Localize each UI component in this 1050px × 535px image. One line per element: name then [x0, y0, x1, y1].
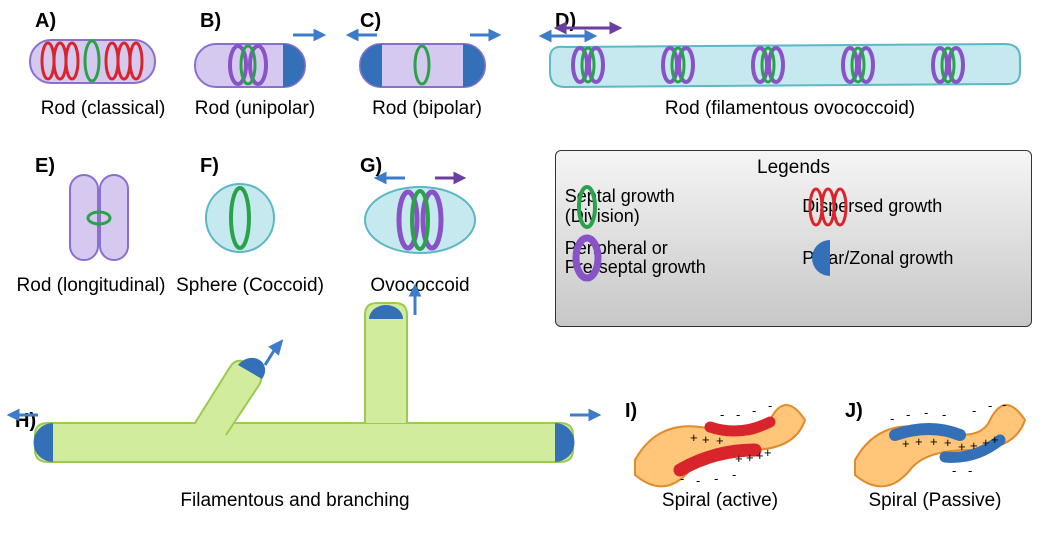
caption-a: Rod (classical) — [28, 98, 178, 120]
svg-text:-: - — [906, 407, 910, 422]
panel-g-ovococcoid — [350, 170, 490, 265]
svg-text:+: + — [735, 451, 743, 466]
svg-text:-: - — [968, 463, 972, 478]
legend-box: Legends Septal growth(Division) Disperse… — [555, 150, 1032, 327]
svg-text:-: - — [890, 411, 894, 426]
svg-text:-: - — [768, 398, 772, 413]
legend-icon-peripheral — [565, 234, 610, 282]
caption-i: Spiral (active) — [640, 490, 800, 512]
svg-text:+: + — [991, 432, 999, 447]
svg-text:+: + — [944, 435, 952, 450]
svg-text:+: + — [690, 430, 698, 445]
svg-text:-: - — [696, 473, 700, 488]
figure: { "colors":{ "lavFill":"#d6c9ef","lavStr… — [0, 0, 1050, 535]
legend-icon-polar — [802, 234, 847, 282]
svg-text:+: + — [764, 445, 772, 460]
caption-h: Filamentous and branching — [155, 490, 435, 512]
svg-text:+: + — [982, 435, 990, 450]
caption-j: Spiral (Passive) — [850, 490, 1020, 512]
svg-text:-: - — [732, 467, 736, 482]
svg-text:-: - — [924, 405, 928, 420]
svg-text:+: + — [716, 433, 724, 448]
svg-text:-: - — [1002, 397, 1006, 412]
caption-d: Rod (filamentous ovococcoid) — [640, 98, 940, 120]
svg-text:-: - — [942, 407, 946, 422]
panel-b-rod-unipolar — [185, 30, 335, 90]
panel-e-rod-longitudinal — [45, 170, 155, 265]
panel-h-filamentous-branching — [20, 295, 590, 475]
legend-icon-dispersed — [802, 183, 857, 231]
caption-e: Rod (longitudinal) — [6, 275, 176, 297]
panel-i-spiral-active: +++ ++++ ---- ---- — [620, 395, 820, 485]
svg-text:+: + — [746, 450, 754, 465]
svg-text:-: - — [952, 463, 956, 478]
svg-text:+: + — [702, 432, 710, 447]
svg-text:+: + — [902, 436, 910, 451]
legend-title: Legends — [556, 157, 1031, 179]
svg-text:-: - — [680, 471, 684, 486]
svg-text:+: + — [970, 438, 978, 453]
legend-icon-septal — [565, 183, 610, 231]
caption-c: Rod (bipolar) — [352, 98, 502, 120]
svg-text:+: + — [930, 434, 938, 449]
panel-a-rod-classical — [20, 30, 170, 90]
svg-text:-: - — [752, 403, 756, 418]
svg-text:-: - — [972, 403, 976, 418]
panel-f-sphere-coccoid — [185, 178, 295, 258]
svg-text:+: + — [915, 434, 923, 449]
svg-text:+: + — [756, 448, 764, 463]
svg-text:+: + — [958, 439, 966, 454]
panel-label-f: F) — [200, 155, 219, 178]
caption-b: Rod (unipolar) — [180, 98, 330, 120]
panel-d-rod-filamentous-ovococcoid — [540, 30, 1030, 95]
svg-text:-: - — [714, 471, 718, 486]
svg-text:-: - — [720, 407, 724, 422]
panel-c-rod-bipolar — [345, 30, 505, 90]
svg-text:-: - — [736, 407, 740, 422]
caption-f: Sphere (Coccoid) — [170, 275, 330, 297]
panel-j-spiral-passive: ++++ ++++ ---- --- -- — [840, 395, 1040, 485]
svg-text:-: - — [988, 398, 992, 413]
